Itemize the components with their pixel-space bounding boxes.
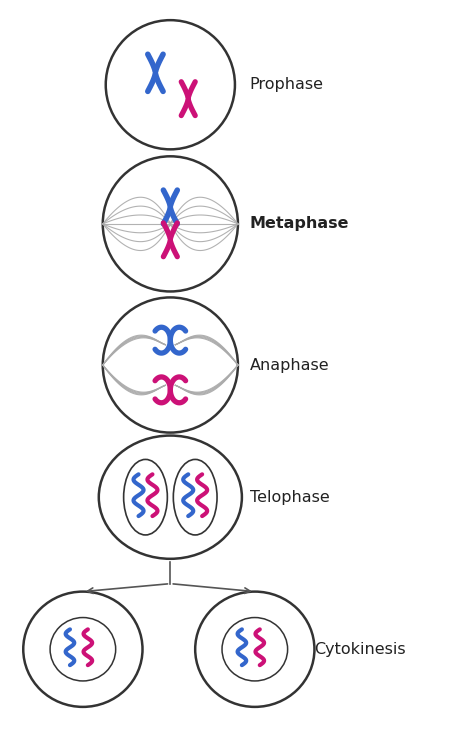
Ellipse shape [103, 156, 238, 292]
Ellipse shape [173, 460, 217, 535]
Ellipse shape [124, 460, 167, 535]
Text: Metaphase: Metaphase [250, 216, 349, 232]
Ellipse shape [222, 617, 288, 681]
Ellipse shape [50, 617, 116, 681]
Ellipse shape [99, 435, 242, 559]
Text: Anaphase: Anaphase [250, 358, 329, 372]
Ellipse shape [195, 592, 315, 707]
Text: Telophase: Telophase [250, 490, 329, 505]
Ellipse shape [106, 20, 235, 150]
Ellipse shape [23, 592, 143, 707]
Text: Prophase: Prophase [250, 77, 324, 92]
Text: Cytokinesis: Cytokinesis [315, 642, 406, 657]
Ellipse shape [103, 298, 238, 432]
